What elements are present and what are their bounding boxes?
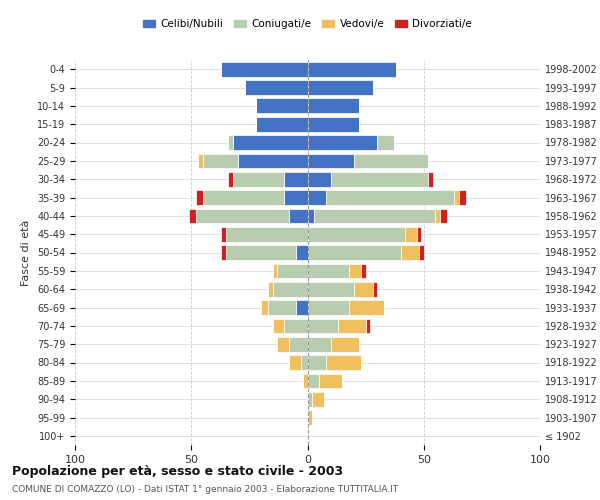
Bar	[308, 410, 312, 425]
Bar	[338, 318, 365, 333]
Bar	[272, 264, 277, 278]
Bar	[203, 154, 238, 168]
Bar	[272, 318, 284, 333]
Bar	[221, 227, 226, 242]
Bar	[233, 135, 308, 150]
Bar	[401, 245, 419, 260]
Bar	[419, 245, 424, 260]
Bar	[284, 318, 308, 333]
Bar	[226, 227, 308, 242]
Bar	[308, 208, 314, 223]
Bar	[349, 264, 361, 278]
Bar	[245, 80, 308, 95]
Bar	[308, 300, 349, 315]
Bar	[308, 245, 401, 260]
Bar	[268, 282, 272, 296]
Bar	[454, 190, 458, 205]
Bar	[428, 172, 433, 186]
Bar	[308, 80, 373, 95]
Bar	[229, 135, 233, 150]
Text: Popolazione per età, sesso e stato civile - 2003: Popolazione per età, sesso e stato civil…	[12, 465, 343, 478]
Bar	[256, 117, 308, 132]
Bar	[308, 154, 354, 168]
Bar	[377, 135, 394, 150]
Bar	[301, 355, 308, 370]
Bar	[289, 337, 308, 351]
Bar	[189, 208, 196, 223]
Bar	[417, 227, 421, 242]
Bar	[277, 337, 289, 351]
Bar	[349, 300, 384, 315]
Bar	[308, 355, 326, 370]
Bar	[314, 208, 436, 223]
Bar	[303, 374, 308, 388]
Bar	[308, 135, 377, 150]
Bar	[296, 300, 308, 315]
Bar	[308, 227, 405, 242]
Bar	[331, 172, 428, 186]
Bar	[198, 154, 203, 168]
Bar	[284, 190, 308, 205]
Bar	[373, 282, 377, 296]
Bar	[308, 282, 354, 296]
Text: COMUNE DI COMAZZO (LO) - Dati ISTAT 1° gennaio 2003 - Elaborazione TUTTITALIA.IT: COMUNE DI COMAZZO (LO) - Dati ISTAT 1° g…	[12, 485, 398, 494]
Bar	[308, 264, 349, 278]
Bar	[226, 245, 296, 260]
Bar	[308, 190, 326, 205]
Bar	[361, 264, 365, 278]
Bar	[268, 300, 296, 315]
Bar	[272, 282, 308, 296]
Bar	[326, 190, 454, 205]
Bar	[354, 154, 428, 168]
Legend: Celibi/Nubili, Coniugati/e, Vedovi/e, Divorziati/e: Celibi/Nubili, Coniugati/e, Vedovi/e, Di…	[139, 15, 476, 34]
Bar	[308, 172, 331, 186]
Bar	[296, 245, 308, 260]
Bar	[308, 318, 338, 333]
Bar	[440, 208, 447, 223]
Bar	[203, 190, 284, 205]
Bar	[256, 98, 308, 113]
Bar	[308, 337, 331, 351]
Bar	[284, 172, 308, 186]
Y-axis label: Fasce di età: Fasce di età	[22, 220, 31, 286]
Bar	[365, 318, 370, 333]
Bar	[308, 117, 359, 132]
Bar	[238, 154, 308, 168]
Bar	[308, 98, 359, 113]
Bar	[233, 172, 284, 186]
Bar	[319, 374, 343, 388]
Bar	[405, 227, 417, 242]
Bar	[229, 172, 233, 186]
Bar	[331, 337, 359, 351]
Bar	[221, 62, 308, 76]
Bar	[289, 355, 301, 370]
Bar	[308, 62, 396, 76]
Bar	[436, 208, 440, 223]
Bar	[458, 190, 466, 205]
Bar	[308, 392, 312, 406]
Bar	[196, 208, 289, 223]
Bar	[289, 208, 308, 223]
Bar	[196, 190, 203, 205]
Bar	[261, 300, 268, 315]
Bar	[277, 264, 308, 278]
Bar	[326, 355, 361, 370]
Bar	[308, 374, 319, 388]
Bar	[221, 245, 226, 260]
Bar	[354, 282, 373, 296]
Bar	[312, 392, 324, 406]
